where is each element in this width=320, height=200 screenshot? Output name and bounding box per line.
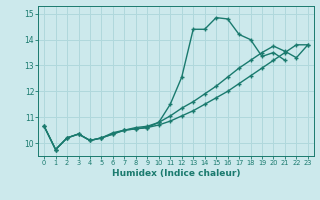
X-axis label: Humidex (Indice chaleur): Humidex (Indice chaleur) bbox=[112, 169, 240, 178]
